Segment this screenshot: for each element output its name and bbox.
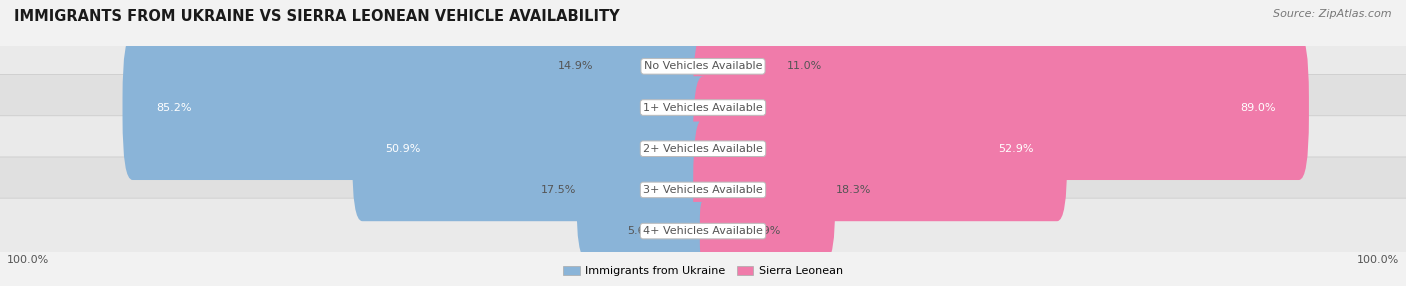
FancyBboxPatch shape: [576, 122, 713, 258]
Text: Source: ZipAtlas.com: Source: ZipAtlas.com: [1274, 9, 1392, 19]
FancyBboxPatch shape: [352, 76, 713, 221]
Text: 14.9%: 14.9%: [558, 61, 593, 71]
FancyBboxPatch shape: [693, 35, 1309, 180]
FancyBboxPatch shape: [693, 119, 835, 261]
Text: IMMIGRANTS FROM UKRAINE VS SIERRA LEONEAN VEHICLE AVAILABILITY: IMMIGRANTS FROM UKRAINE VS SIERRA LEONEA…: [14, 9, 620, 23]
Text: 17.5%: 17.5%: [540, 185, 576, 195]
Text: No Vehicles Available: No Vehicles Available: [644, 61, 762, 71]
Text: 18.3%: 18.3%: [835, 185, 870, 195]
FancyBboxPatch shape: [0, 75, 1406, 140]
Text: 2+ Vehicles Available: 2+ Vehicles Available: [643, 144, 763, 154]
FancyBboxPatch shape: [0, 33, 1406, 99]
FancyBboxPatch shape: [700, 201, 745, 261]
FancyBboxPatch shape: [693, 76, 1067, 221]
FancyBboxPatch shape: [0, 116, 1406, 182]
Text: 100.0%: 100.0%: [7, 255, 49, 265]
Text: 5.6%: 5.6%: [627, 226, 655, 236]
FancyBboxPatch shape: [697, 19, 783, 113]
Text: 11.0%: 11.0%: [787, 61, 823, 71]
Text: 1+ Vehicles Available: 1+ Vehicles Available: [643, 103, 763, 112]
FancyBboxPatch shape: [0, 198, 1406, 264]
FancyBboxPatch shape: [122, 35, 713, 180]
FancyBboxPatch shape: [0, 157, 1406, 223]
FancyBboxPatch shape: [662, 202, 706, 260]
Legend: Immigrants from Ukraine, Sierra Leonean: Immigrants from Ukraine, Sierra Leonean: [558, 261, 848, 281]
Text: 52.9%: 52.9%: [998, 144, 1033, 154]
Text: 4+ Vehicles Available: 4+ Vehicles Available: [643, 226, 763, 236]
Text: 85.2%: 85.2%: [156, 103, 191, 112]
Text: 50.9%: 50.9%: [385, 144, 420, 154]
Text: 100.0%: 100.0%: [1357, 255, 1399, 265]
FancyBboxPatch shape: [595, 7, 711, 126]
Text: 89.0%: 89.0%: [1240, 103, 1275, 112]
Text: 3+ Vehicles Available: 3+ Vehicles Available: [643, 185, 763, 195]
Text: 5.9%: 5.9%: [752, 226, 780, 236]
